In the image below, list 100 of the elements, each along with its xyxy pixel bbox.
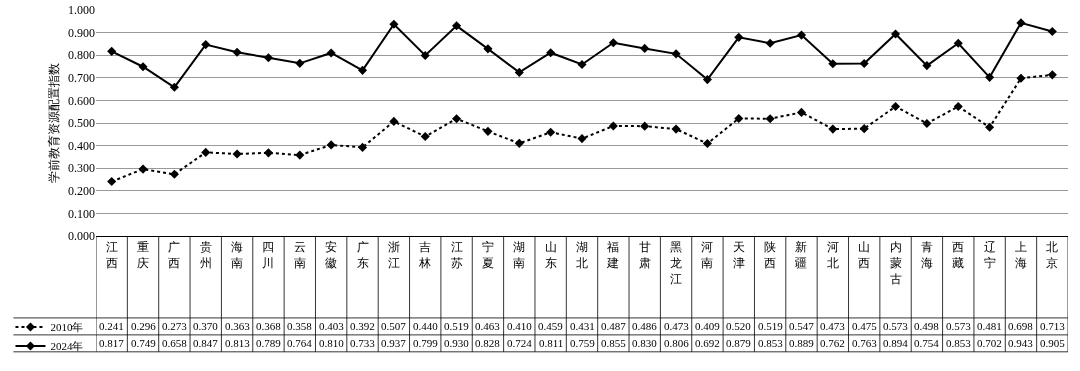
point (514, 67, 524, 77)
point (389, 116, 399, 126)
x-tick-label: 广西 (168, 240, 181, 270)
data-label: 0.486 (632, 320, 658, 332)
legend-label: 2010年 (50, 321, 84, 334)
x-tick-label: 上海 (1014, 240, 1027, 270)
y-axis-title: 学前教育资源配置指数 (47, 63, 62, 183)
data-label: 0.811 (539, 337, 564, 349)
point (1047, 26, 1057, 37)
point (734, 32, 744, 42)
y-tick-label: 0.800 (68, 48, 95, 63)
data-label: 0.702 (977, 337, 1002, 349)
y-tick-label: 0.900 (68, 25, 95, 40)
data-label: 0.713 (1040, 320, 1066, 332)
x-tick-label: 河北 (826, 240, 839, 270)
x-tick-label: 安徽 (325, 240, 338, 270)
data-label: 0.799 (413, 337, 439, 349)
y-tick-label: 0.700 (68, 71, 95, 85)
point (169, 82, 179, 92)
data-label: 0.459 (538, 320, 564, 332)
point (985, 122, 995, 132)
data-label: 0.754 (914, 337, 940, 349)
point (546, 127, 556, 137)
x-tick-label: 浙江 (387, 240, 400, 270)
point (765, 114, 775, 124)
data-label: 0.692 (695, 337, 720, 349)
x-tick-label: 重庆 (137, 240, 150, 270)
data-label: 0.519 (758, 320, 784, 332)
point (828, 124, 838, 134)
data-label: 0.273 (162, 320, 188, 332)
point (859, 59, 869, 69)
data-label: 0.392 (350, 320, 375, 332)
x-tick-label: 青海 (920, 240, 933, 270)
data-label: 0.573 (946, 320, 972, 332)
data-label: 0.806 (664, 337, 690, 349)
x-tick-label: 黑龙江 (670, 240, 683, 286)
y-tick-label: 0.100 (68, 206, 95, 221)
point (514, 138, 524, 148)
data-label: 0.817 (99, 337, 125, 349)
point (953, 38, 963, 48)
x-tick-label: 甘肃 (638, 240, 651, 270)
data-label: 0.853 (758, 337, 784, 349)
point (263, 53, 273, 63)
x-tick-label: 吉林 (418, 240, 432, 270)
data-label: 0.698 (1008, 320, 1034, 332)
y-tick-label: 0.500 (68, 116, 95, 131)
data-label: 0.520 (726, 320, 752, 332)
data-label: 0.905 (1040, 337, 1066, 349)
point (452, 21, 462, 31)
point (326, 140, 336, 150)
point (796, 30, 807, 40)
data-label: 0.749 (131, 337, 157, 349)
point (734, 113, 744, 124)
point (891, 101, 901, 112)
point (859, 124, 869, 134)
data-label: 0.830 (632, 337, 658, 349)
point (796, 107, 807, 117)
point (420, 50, 430, 60)
data-label: 0.410 (507, 320, 533, 332)
y-tick-label: 0.000 (68, 229, 95, 244)
point (671, 124, 681, 134)
point (263, 148, 273, 158)
data-label: 0.519 (444, 320, 470, 332)
data-label: 0.473 (820, 320, 846, 332)
data-label: 0.762 (820, 337, 845, 349)
x-tick-label: 辽宁 (983, 240, 996, 270)
data-label: 0.943 (1008, 337, 1034, 349)
data-label: 0.759 (570, 337, 596, 349)
point (357, 65, 368, 75)
point (389, 19, 399, 29)
data-label: 0.894 (883, 337, 909, 349)
data-label: 0.764 (287, 337, 313, 349)
point (107, 46, 117, 56)
point (1016, 73, 1026, 83)
point (577, 59, 587, 70)
data-label: 0.403 (319, 320, 345, 332)
x-tick-label: 山西 (858, 240, 871, 270)
point (201, 147, 211, 157)
x-tick-label: 宁夏 (481, 240, 494, 270)
point (326, 48, 336, 58)
point (107, 176, 117, 187)
data-label: 0.358 (287, 320, 313, 332)
data-label: 0.724 (507, 337, 533, 349)
x-tick-label: 湖南 (513, 240, 526, 270)
x-tick-label: 福建 (606, 240, 620, 270)
point (169, 169, 179, 179)
x-tick-label: 四川 (262, 240, 275, 270)
data-label: 0.813 (225, 337, 251, 349)
data-label: 0.473 (664, 320, 690, 332)
point (483, 44, 493, 54)
data-label: 0.879 (726, 337, 752, 349)
y-tick-label: 0.200 (68, 184, 95, 198)
point (483, 126, 493, 136)
point (138, 164, 148, 174)
data-label: 0.507 (381, 320, 407, 332)
point (577, 134, 587, 144)
data-label: 0.296 (131, 320, 157, 332)
point (765, 38, 775, 48)
point (640, 43, 650, 53)
data-label: 0.363 (225, 320, 251, 332)
